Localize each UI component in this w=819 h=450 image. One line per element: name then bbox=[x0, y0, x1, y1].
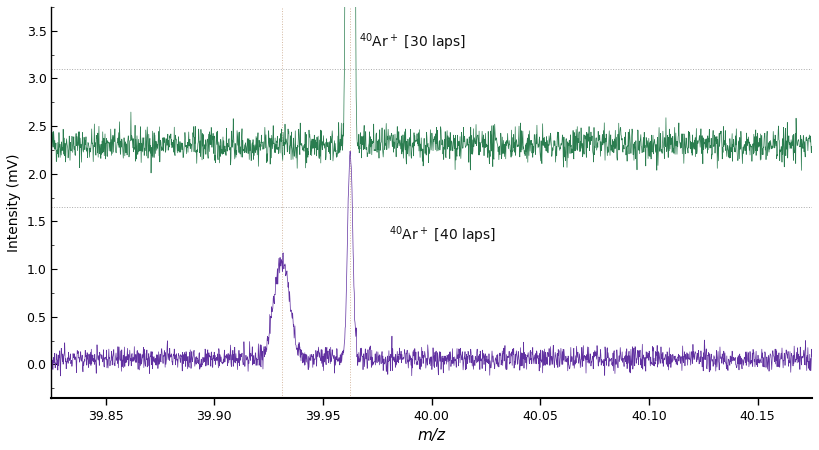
Text: $^{40}$Ar$^+$ [30 laps]: $^{40}$Ar$^+$ [30 laps] bbox=[359, 32, 466, 53]
Y-axis label: Intensity (mV): Intensity (mV) bbox=[7, 153, 21, 252]
X-axis label: m/z: m/z bbox=[418, 428, 446, 443]
Text: $^{40}$Ar$^+$ [40 laps]: $^{40}$Ar$^+$ [40 laps] bbox=[389, 225, 496, 247]
